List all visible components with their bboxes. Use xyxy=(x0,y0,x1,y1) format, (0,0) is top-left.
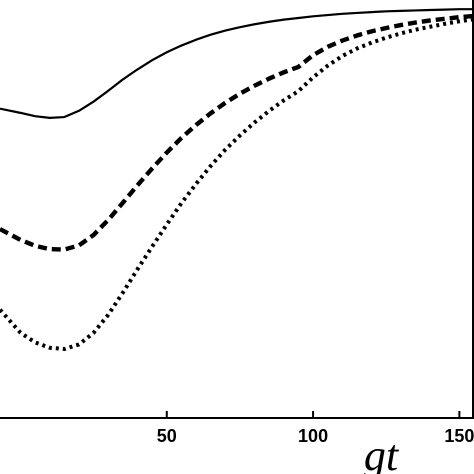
series-line-dotted xyxy=(0,17,474,352)
x-tick-label: 150 xyxy=(444,426,474,446)
series-line-dashed xyxy=(0,13,474,252)
x-axis: 50 100 150 xyxy=(0,0,474,446)
x-tick-label: 100 xyxy=(298,426,328,446)
x-tick-label: 50 xyxy=(157,426,177,446)
x-ticks: 50 100 150 xyxy=(157,411,474,446)
series-layer xyxy=(0,8,474,352)
x-axis-label: gt xyxy=(364,431,400,474)
series-line-solid xyxy=(0,8,474,119)
